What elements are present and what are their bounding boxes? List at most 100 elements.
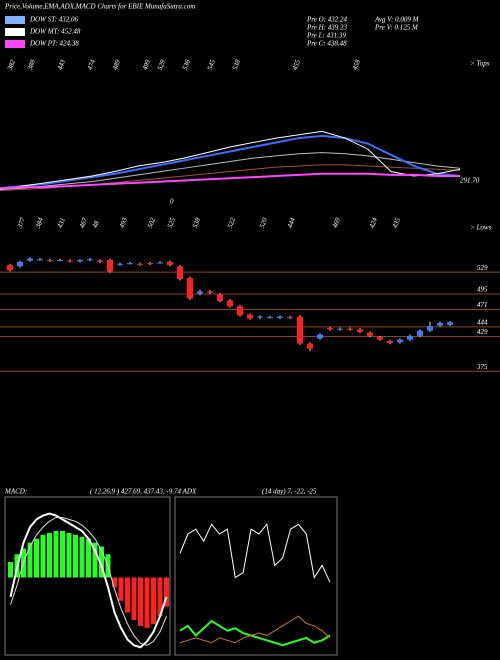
legend-swatch bbox=[5, 16, 25, 24]
candle-body bbox=[357, 329, 363, 332]
low-label: 469 bbox=[331, 216, 342, 229]
histogram-bar bbox=[157, 577, 163, 617]
candle-body bbox=[177, 266, 183, 280]
candle-body bbox=[67, 260, 73, 262]
candle-body bbox=[137, 263, 143, 265]
legend-label: DOW PT: 424.38 bbox=[29, 40, 79, 48]
low-label: 522 bbox=[226, 216, 237, 229]
lows-label: > Lows bbox=[470, 224, 492, 232]
line-series bbox=[179, 619, 331, 647]
histogram-bar bbox=[138, 577, 143, 626]
top-label: 499 bbox=[141, 58, 152, 71]
candle-body bbox=[147, 263, 153, 265]
top-label: 529 bbox=[156, 58, 167, 71]
candle-body bbox=[167, 261, 173, 266]
volume-stat: Avg V: 0.009 M bbox=[374, 16, 420, 24]
histogram-bar bbox=[86, 538, 91, 578]
histogram-bar bbox=[34, 538, 39, 578]
adx-title: (14 day) 7, -22, -25 bbox=[262, 488, 317, 496]
line-series bbox=[0, 172, 460, 190]
low-label: 435 bbox=[391, 216, 402, 229]
line-series bbox=[179, 615, 331, 644]
histogram-bar bbox=[131, 577, 137, 621]
line-series bbox=[0, 130, 461, 190]
low-label: 444 bbox=[286, 216, 297, 229]
candle-body bbox=[127, 263, 133, 265]
adx-frame bbox=[174, 496, 338, 656]
histogram-bar bbox=[40, 534, 46, 578]
histogram-bar bbox=[112, 577, 117, 588]
line-series bbox=[10, 516, 167, 646]
candle-body bbox=[307, 343, 313, 349]
candle-body bbox=[237, 306, 243, 316]
candle-body bbox=[197, 291, 203, 294]
candle-body bbox=[27, 258, 33, 261]
candle-body bbox=[267, 317, 273, 319]
low-label: 377 bbox=[16, 216, 28, 230]
histogram-bar bbox=[92, 542, 98, 578]
histogram-bar bbox=[8, 562, 13, 578]
stat: Pre O: 432.24 bbox=[306, 16, 347, 24]
candle-body bbox=[227, 300, 233, 307]
line-series bbox=[0, 152, 461, 190]
stat: Pre C: 438.48 bbox=[306, 40, 347, 48]
low-label: 384 bbox=[34, 216, 46, 230]
candle-body bbox=[77, 259, 83, 262]
low-label: 520 bbox=[258, 216, 269, 229]
y-tick-label: 444 bbox=[477, 318, 488, 326]
candle-body bbox=[397, 339, 403, 343]
histogram-bar bbox=[125, 577, 130, 613]
low-label: 538 bbox=[191, 216, 202, 229]
candle-body bbox=[377, 337, 383, 340]
candle-body bbox=[317, 334, 323, 339]
top-label: 545 bbox=[206, 58, 217, 71]
top-label: 489 bbox=[111, 58, 122, 71]
y-tick-label: 529 bbox=[477, 264, 488, 272]
y-tick-label: 429 bbox=[477, 328, 488, 336]
top-label: 455 bbox=[291, 58, 302, 71]
candle-body bbox=[387, 340, 393, 343]
histogram-bar bbox=[79, 536, 85, 578]
macd-frame bbox=[4, 496, 171, 656]
candle-body bbox=[97, 260, 103, 262]
legend-label: DOW MT: 452.48 bbox=[29, 28, 81, 36]
y-tick-label: 291.70 bbox=[460, 176, 480, 184]
histogram-bar bbox=[47, 532, 52, 578]
candle-body bbox=[117, 263, 123, 265]
histogram-bar bbox=[118, 577, 124, 601]
candle-body bbox=[367, 332, 373, 336]
candle-body bbox=[427, 326, 433, 331]
low-label: 48 bbox=[91, 219, 101, 229]
candle-body bbox=[327, 328, 333, 330]
candle-body bbox=[337, 328, 343, 330]
tops-label: > Tops bbox=[470, 60, 490, 68]
top-label: 458 bbox=[351, 58, 362, 71]
candle-body bbox=[287, 317, 293, 319]
histogram-bar bbox=[53, 531, 59, 578]
candle-body bbox=[447, 322, 453, 325]
top-label: 388 bbox=[26, 58, 38, 72]
legend-label: DOW ST: 432.06 bbox=[29, 16, 79, 24]
histogram-bar bbox=[73, 534, 78, 578]
candle-body bbox=[207, 291, 213, 293]
candle-body bbox=[157, 262, 163, 264]
low-label: 424 bbox=[368, 216, 379, 229]
candle-body bbox=[417, 330, 423, 336]
low-label: 502 bbox=[146, 216, 157, 229]
low-label: 493 bbox=[118, 216, 129, 229]
legend-swatch bbox=[5, 40, 25, 48]
y-tick-label: 471 bbox=[477, 301, 488, 309]
y-tick-label: 495 bbox=[477, 286, 488, 294]
page-title: Price,Volume,EMA,ADX,MACD Charts for EBI… bbox=[4, 3, 195, 11]
histogram-bar bbox=[60, 531, 65, 578]
candle-body bbox=[7, 265, 13, 271]
candle-body bbox=[47, 259, 53, 261]
candle-body bbox=[57, 259, 63, 261]
histogram-bar bbox=[144, 577, 150, 628]
candle-body bbox=[277, 316, 283, 318]
line-series bbox=[0, 134, 461, 190]
histogram-bar bbox=[151, 577, 156, 624]
candle-body bbox=[17, 261, 23, 267]
candle-body bbox=[257, 316, 263, 318]
